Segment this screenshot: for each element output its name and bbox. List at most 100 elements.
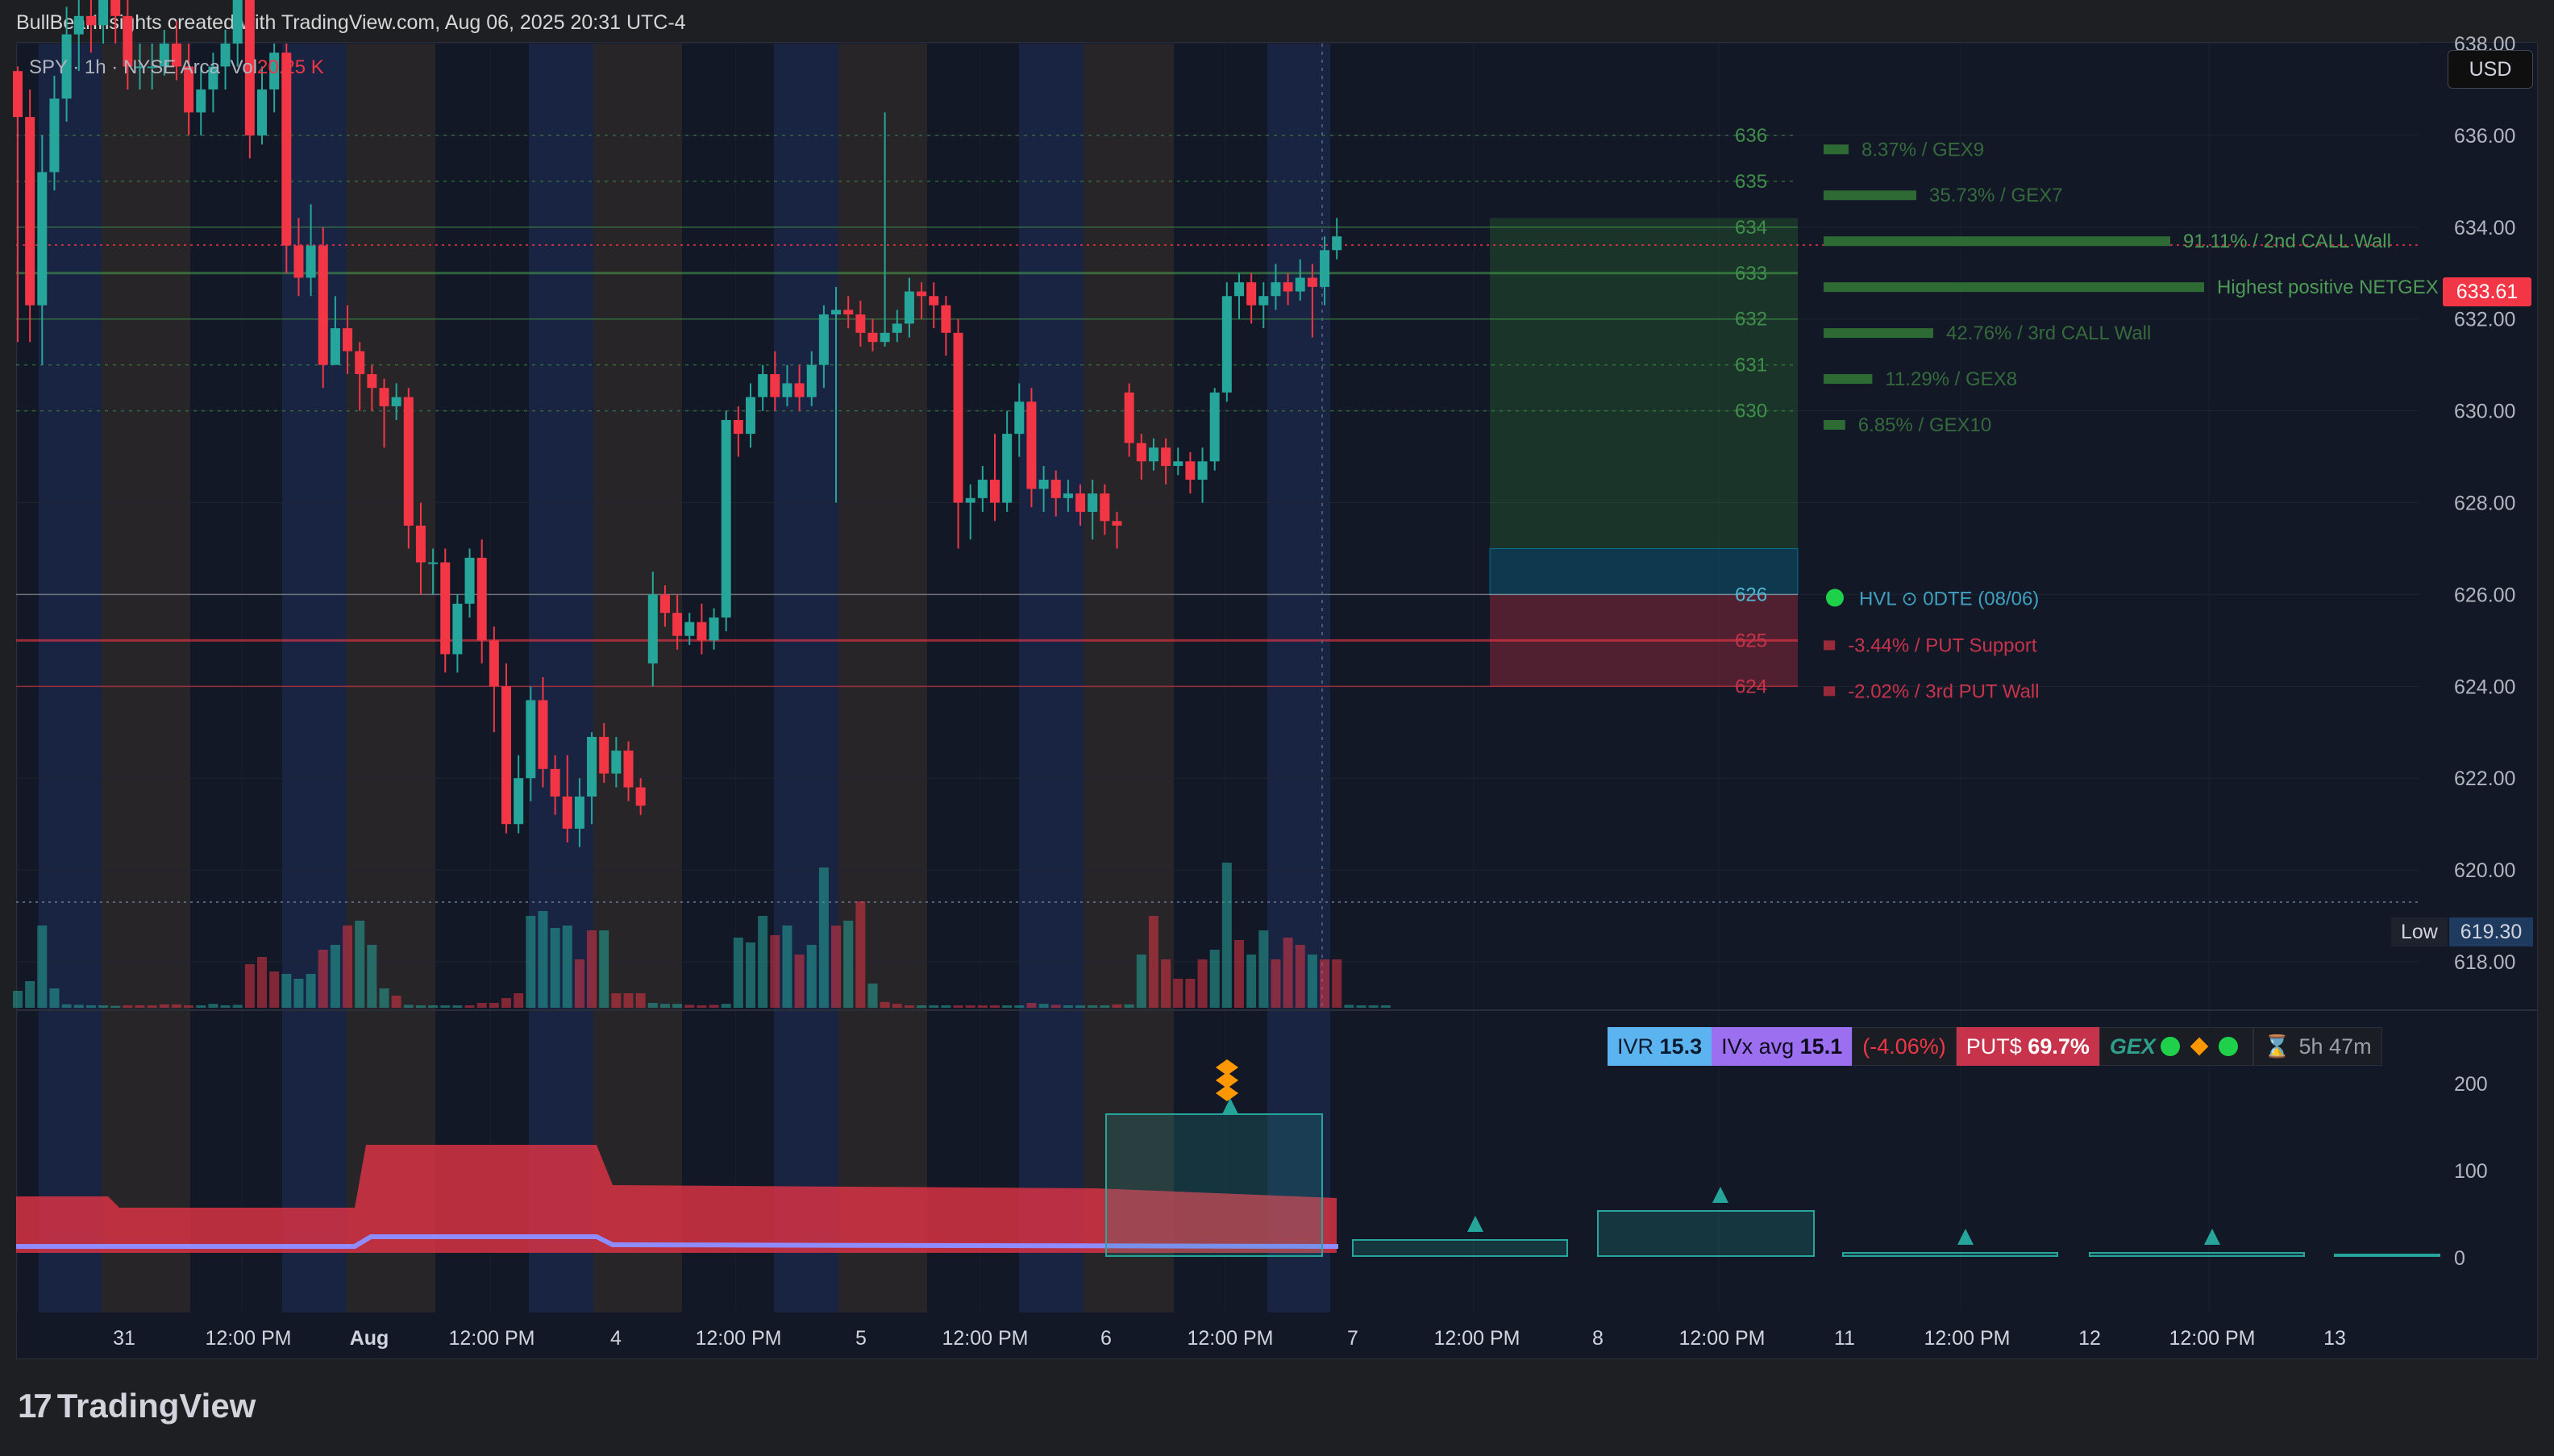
volume-bar bbox=[220, 1005, 231, 1008]
candle-body bbox=[1258, 296, 1269, 306]
volume-bar bbox=[293, 979, 304, 1008]
volume-bar bbox=[1295, 945, 1305, 1008]
volume-bar bbox=[1148, 916, 1158, 1008]
volume-bar bbox=[257, 957, 267, 1008]
candle-body bbox=[501, 686, 511, 825]
volume-bar bbox=[1283, 938, 1293, 1008]
time-tick-label: 5 bbox=[855, 1327, 867, 1350]
gex-level-bar bbox=[1824, 686, 1836, 697]
candle-body bbox=[941, 305, 951, 333]
time-tick-label: 12:00 PM bbox=[205, 1327, 291, 1350]
price-tick-label: 618.00 bbox=[2454, 951, 2515, 974]
gex-level-label: HVL ⊙ 0DTE (08/06) bbox=[1859, 588, 2039, 609]
gex-level-bar bbox=[1824, 190, 1916, 201]
volume-bar bbox=[538, 911, 548, 1008]
time-tick-label: 12:00 PM bbox=[2169, 1327, 2255, 1350]
tradingview-logo[interactable]: 17 TradingView bbox=[18, 1387, 256, 1425]
candle-body bbox=[697, 622, 707, 641]
gex-future-box bbox=[1352, 1239, 1568, 1257]
volume-value: 20.25 K bbox=[257, 56, 324, 78]
symbol-legend[interactable]: SPY · 1h · NYSE Arca Vol20.25 K bbox=[29, 56, 324, 79]
volume-bar bbox=[1320, 959, 1330, 1008]
candle-body bbox=[403, 397, 414, 526]
volume-bar bbox=[379, 988, 389, 1008]
low-label: Low bbox=[2391, 917, 2448, 946]
candle-body bbox=[1100, 493, 1110, 522]
strike-label: 633 bbox=[1735, 263, 1767, 285]
price-tick-label: 622.00 bbox=[2454, 768, 2515, 790]
volume-bar bbox=[855, 901, 866, 1008]
time-tick-label: 4 bbox=[610, 1327, 622, 1350]
gex-level-bar bbox=[1824, 640, 1836, 651]
volume-bar bbox=[659, 1004, 670, 1008]
candle-body bbox=[770, 374, 780, 397]
volume-bar bbox=[464, 1005, 475, 1008]
volume-bar bbox=[159, 1004, 169, 1008]
lower-tick-label: 100 bbox=[2454, 1160, 2488, 1183]
candle-body bbox=[977, 480, 988, 498]
ivx-label: IVx avg bbox=[1721, 1034, 1795, 1059]
candle-body bbox=[123, 15, 133, 67]
price-tick-label: 636.00 bbox=[2454, 125, 2515, 148]
candle-body bbox=[892, 323, 902, 333]
session-shade bbox=[1267, 44, 1330, 1312]
price-tick-label: 632.00 bbox=[2454, 309, 2515, 331]
gex-future-box bbox=[2334, 1254, 2440, 1257]
candle-body bbox=[379, 388, 389, 406]
volume-bar bbox=[1136, 955, 1146, 1008]
chart-frame[interactable] bbox=[16, 42, 2538, 1359]
currency-button[interactable]: USD bbox=[2448, 50, 2533, 89]
candle-body bbox=[293, 245, 304, 278]
volume-bar bbox=[476, 1003, 487, 1008]
hvl-zone-box bbox=[1489, 547, 1799, 595]
candle-body bbox=[318, 245, 328, 365]
candle-body bbox=[709, 617, 719, 641]
volume-bar bbox=[391, 996, 401, 1008]
volume-bar bbox=[147, 1005, 157, 1008]
candle-body bbox=[843, 310, 854, 315]
candle-body bbox=[184, 66, 194, 113]
strike-label: 625 bbox=[1735, 630, 1767, 651]
gex-level-label: 11.29% / GEX8 bbox=[1885, 368, 2017, 390]
volume-bar bbox=[343, 926, 353, 1008]
gex-level-bar bbox=[1824, 328, 1933, 339]
gex-level-label: 8.37% / GEX9 bbox=[1861, 139, 1984, 160]
volume-bar bbox=[367, 945, 377, 1008]
orange-diamond-icon bbox=[1216, 1059, 1238, 1075]
triangle-up-icon bbox=[1957, 1229, 1974, 1245]
candle-body bbox=[611, 751, 622, 774]
price-tick-label: 626.00 bbox=[2454, 584, 2515, 606]
volume-bar bbox=[1112, 1004, 1122, 1008]
time-tick-label: 7 bbox=[1347, 1327, 1358, 1350]
volume-bar bbox=[355, 921, 365, 1008]
time-tick-label: 12:00 PM bbox=[942, 1327, 1028, 1350]
candle-body bbox=[623, 751, 634, 788]
candle-body bbox=[208, 66, 218, 89]
candle-body bbox=[196, 89, 206, 113]
session-shade bbox=[282, 44, 347, 1312]
candle-body bbox=[476, 557, 487, 641]
candle-body bbox=[1271, 282, 1281, 297]
triangle-up-icon bbox=[1467, 1216, 1483, 1232]
candle-body bbox=[49, 98, 60, 173]
price-tick-label: 628.00 bbox=[2454, 493, 2515, 515]
volume-bar bbox=[1100, 1005, 1110, 1008]
session-shade bbox=[838, 44, 927, 1312]
timer-value: 5h 47m bbox=[2298, 1034, 2372, 1059]
change-badge: (-4.06%) bbox=[1852, 1027, 1957, 1066]
candle-body bbox=[415, 526, 426, 563]
volume-bar bbox=[1356, 1005, 1366, 1008]
volume-bar bbox=[818, 867, 829, 1008]
volume-bar bbox=[1344, 1005, 1354, 1008]
volume-bar bbox=[867, 984, 878, 1008]
put-value: 69.7% bbox=[2028, 1034, 2090, 1059]
volume-bar bbox=[672, 1004, 683, 1008]
time-tick-label: 11 bbox=[1834, 1327, 1855, 1350]
volume-bar bbox=[1271, 959, 1281, 1008]
green-dot-icon bbox=[2160, 1037, 2180, 1056]
candle-body bbox=[1050, 480, 1061, 498]
lower-tick-label: 0 bbox=[2454, 1247, 2465, 1270]
ivr-label: IVR bbox=[1617, 1034, 1654, 1059]
volume-bar bbox=[831, 926, 842, 1008]
